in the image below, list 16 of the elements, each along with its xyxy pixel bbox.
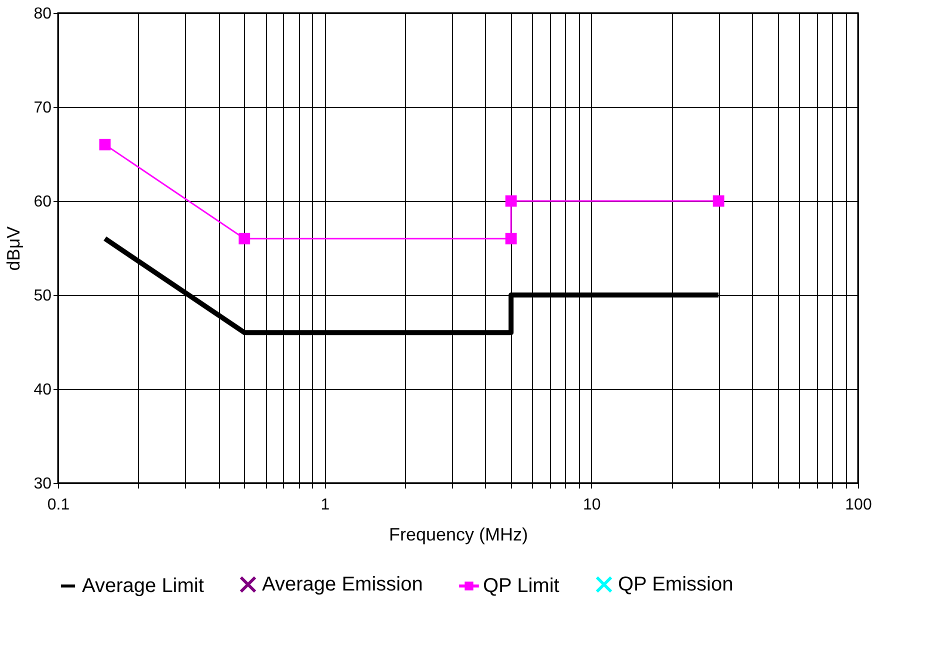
legend-label: QP Emission: [618, 573, 734, 596]
y-tick-label: 50: [34, 288, 52, 304]
y-tick-label: 60: [34, 194, 52, 210]
x-tick-label: 1: [320, 496, 330, 514]
x-tick-label: 100: [845, 496, 872, 514]
x-axis-title: Frequency (MHz): [388, 524, 528, 544]
y-tick-label: 70: [34, 100, 52, 116]
x-tick-label: 0.1: [47, 496, 70, 514]
y-axis-title: dBμV: [4, 226, 24, 271]
legend-label: Average Limit: [82, 575, 204, 597]
y-tick-label: 30: [34, 476, 52, 492]
legend-label: Average Emission: [262, 573, 423, 596]
y-tick-label: 80: [34, 6, 52, 22]
y-tick-label: 40: [34, 382, 52, 398]
x-tick-label: 10: [582, 496, 601, 514]
legend-label: QP Limit: [483, 575, 560, 597]
